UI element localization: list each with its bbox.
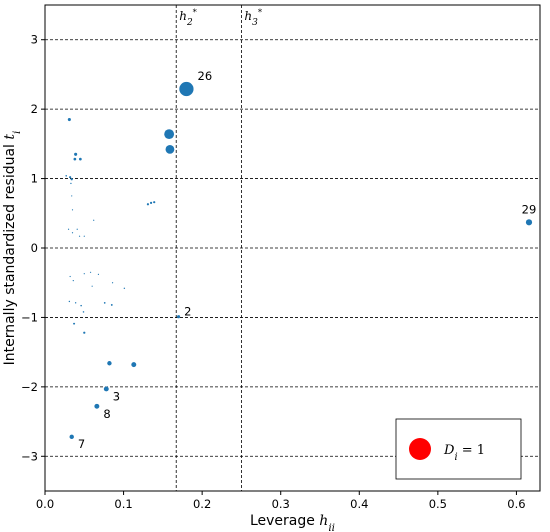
data-point — [67, 228, 70, 230]
data-point — [69, 434, 74, 440]
x-tick-label: 0.6 — [507, 497, 525, 511]
legend-marker — [409, 438, 431, 460]
point-annotation: 26 — [198, 69, 213, 83]
data-point — [111, 282, 114, 284]
y-tick-label: 0 — [31, 241, 38, 255]
data-point — [103, 301, 106, 304]
data-point — [78, 235, 81, 237]
data-point — [94, 403, 100, 409]
vertical-reference-lines: h2* h3* — [175, 5, 263, 491]
data-point — [97, 273, 100, 275]
data-point — [71, 195, 73, 197]
data-point — [164, 129, 175, 140]
data-point — [68, 300, 71, 303]
data-point — [71, 209, 74, 211]
data-point — [73, 157, 77, 161]
data-point — [70, 178, 73, 181]
v-reference-label: h3* — [244, 7, 262, 28]
data-point — [525, 219, 533, 226]
data-point — [82, 311, 85, 313]
data-point — [74, 152, 78, 156]
data-point — [74, 302, 77, 304]
legend-label: Di = 1 — [443, 443, 485, 463]
data-point — [165, 145, 175, 154]
data-point — [110, 304, 113, 306]
y-tick-label: −3 — [21, 449, 38, 463]
data-point — [123, 287, 126, 289]
x-axis-ticks: 0.0 0.1 0.2 0.3 0.4 0.5 0.6 — [36, 491, 526, 511]
data-point — [177, 315, 181, 319]
horizontal-reference-lines — [45, 39, 540, 457]
x-tick-label: 0.4 — [350, 497, 368, 511]
point-annotation: 3 — [113, 389, 120, 403]
data-point — [103, 386, 109, 392]
y-tick-label: 2 — [31, 102, 38, 116]
x-tick-label: 0.2 — [193, 497, 211, 511]
data-point — [83, 273, 85, 275]
x-tick-label: 0.3 — [272, 497, 290, 511]
data-points — [65, 81, 533, 440]
data-point — [149, 201, 153, 204]
data-point — [69, 176, 72, 179]
legend: Di = 1 — [395, 418, 522, 480]
y-tick-label: −2 — [21, 380, 38, 394]
data-point — [83, 235, 85, 237]
y-axis-label: Internally standardized residual ti — [2, 131, 23, 366]
data-point — [76, 228, 78, 230]
y-tick-label: 1 — [31, 172, 38, 186]
y-tick-label: −1 — [21, 310, 38, 324]
data-point — [67, 118, 71, 122]
point-annotations: 26 29 2 38 7 — [78, 69, 536, 451]
data-point — [146, 203, 150, 206]
data-point — [69, 275, 71, 278]
data-point — [83, 331, 86, 334]
x-tick-label: 0.5 — [429, 497, 447, 511]
v-reference-label: h2* — [179, 7, 197, 28]
data-point — [79, 157, 82, 161]
data-point — [91, 285, 93, 287]
data-point — [80, 304, 82, 307]
data-point — [89, 271, 92, 273]
x-axis-label: Leverage hii — [250, 513, 335, 532]
point-annotation: 29 — [522, 202, 537, 216]
data-point — [107, 361, 112, 366]
data-point — [131, 362, 137, 368]
data-point — [179, 81, 194, 97]
x-tick-label: 0.0 — [36, 497, 54, 511]
data-point — [93, 219, 95, 221]
data-point — [70, 182, 72, 185]
data-point — [73, 322, 76, 325]
point-annotation: 2 — [184, 305, 191, 319]
y-axis-ticks: −3 −2 −1 0 1 2 3 — [21, 33, 45, 463]
point-annotation: 8 — [103, 407, 110, 421]
data-point — [153, 201, 156, 204]
x-tick-label: 0.1 — [114, 497, 132, 511]
data-point — [72, 280, 74, 282]
point-annotation: 7 — [78, 437, 85, 451]
y-tick-label: 3 — [31, 33, 38, 47]
data-point — [65, 175, 67, 177]
data-point — [71, 232, 74, 234]
